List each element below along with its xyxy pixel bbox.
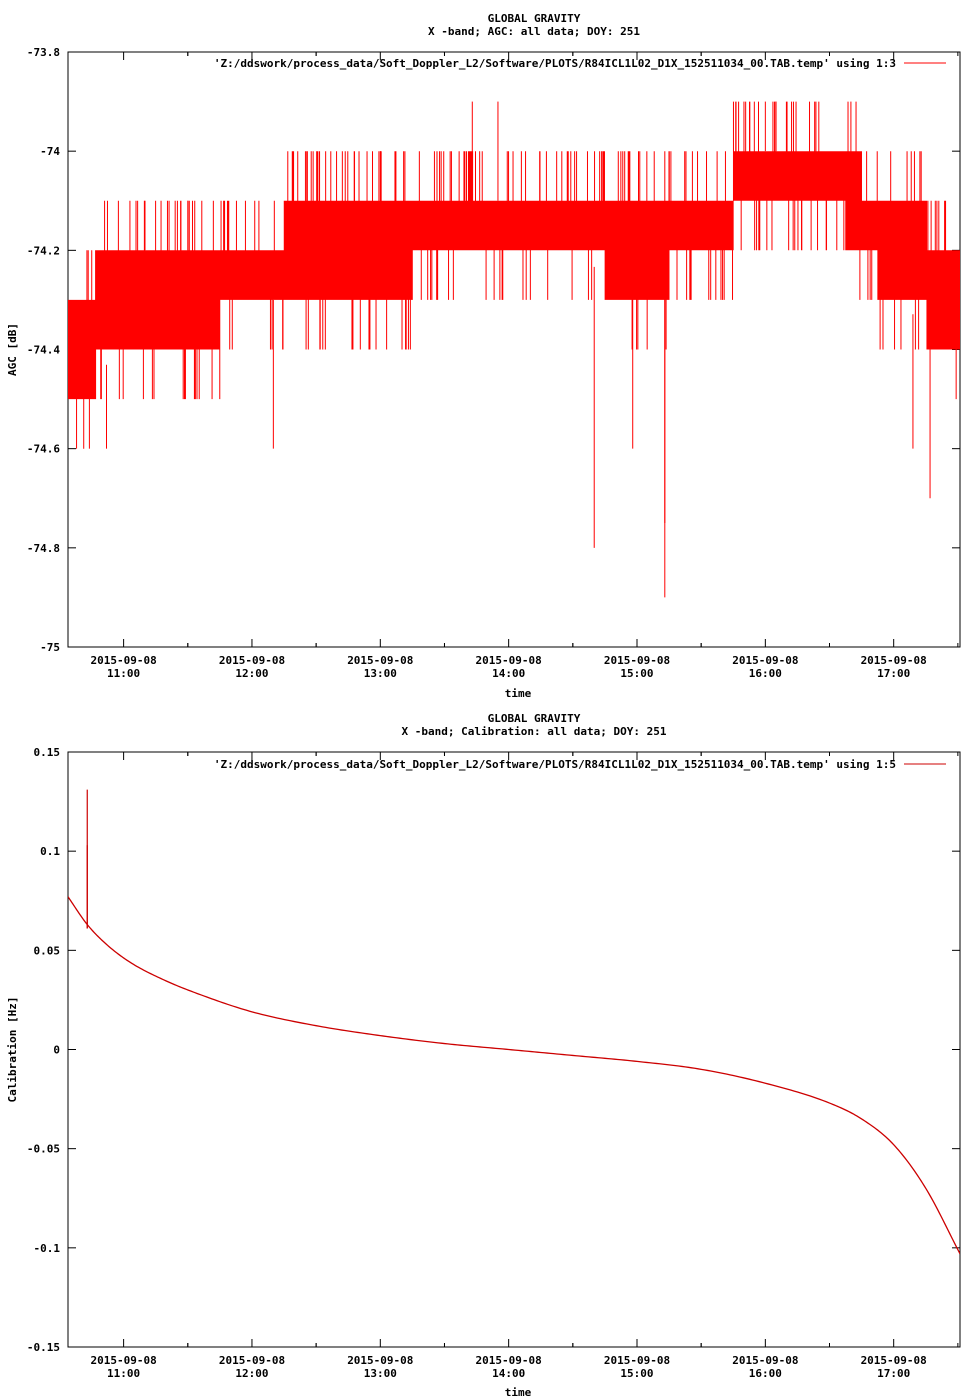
x-tick-label-date: 2015-09-08 xyxy=(347,1354,413,1367)
x-tick-label-time: 17:00 xyxy=(877,667,910,680)
y-tick-label: -0.05 xyxy=(27,1143,60,1156)
y-tick-label: -0.1 xyxy=(34,1242,61,1255)
chart-title: GLOBAL GRAVITY xyxy=(488,12,581,25)
y-tick-label: -74.8 xyxy=(27,542,60,555)
x-tick-label-date: 2015-09-08 xyxy=(90,1354,156,1367)
x-tick-label-time: 12:00 xyxy=(235,1367,268,1380)
x-tick-label-date: 2015-09-08 xyxy=(90,654,156,667)
x-tick-label-date: 2015-09-08 xyxy=(861,1354,927,1367)
chart-subtitle: X -band; Calibration: all data; DOY: 251 xyxy=(402,725,667,738)
y-tick-label: -74.4 xyxy=(27,344,60,357)
y-tick-label: 0.1 xyxy=(40,845,60,858)
x-tick-label-date: 2015-09-08 xyxy=(604,1354,670,1367)
x-tick-label-time: 13:00 xyxy=(364,667,397,680)
chart-subtitle: X -band; AGC: all data; DOY: 251 xyxy=(428,25,640,38)
x-tick-label-date: 2015-09-08 xyxy=(732,1354,798,1367)
x-tick-label-date: 2015-09-08 xyxy=(604,654,670,667)
x-tick-label-date: 2015-09-08 xyxy=(347,654,413,667)
y-tick-label: -75 xyxy=(40,641,60,654)
x-tick-label-time: 16:00 xyxy=(749,667,782,680)
series-trace xyxy=(68,101,960,449)
x-tick-label-time: 13:00 xyxy=(364,1367,397,1380)
x-tick-label-date: 2015-09-08 xyxy=(476,1354,542,1367)
chart-title: GLOBAL GRAVITY xyxy=(488,712,581,725)
x-tick-label-time: 16:00 xyxy=(749,1367,782,1380)
x-tick-label-date: 2015-09-08 xyxy=(219,1354,285,1367)
y-axis-label: AGC [dB] xyxy=(6,323,19,376)
legend-label: 'Z:/ddswork/process_data/Soft_Doppler_L2… xyxy=(214,57,896,70)
series-1 xyxy=(68,101,960,598)
x-axis-label: time xyxy=(505,1386,532,1399)
x-tick-label-time: 11:00 xyxy=(107,667,140,680)
x-tick-label-date: 2015-09-08 xyxy=(732,654,798,667)
x-tick-label-date: 2015-09-08 xyxy=(861,654,927,667)
x-tick-label-time: 14:00 xyxy=(492,1367,525,1380)
y-tick-label: -0.15 xyxy=(27,1341,60,1354)
x-tick-label-time: 15:00 xyxy=(620,1367,653,1380)
y-tick-label: 0.15 xyxy=(34,746,61,759)
y-tick-label: -74.6 xyxy=(27,443,60,456)
y-tick-label: -73.8 xyxy=(27,46,60,59)
x-tick-label-date: 2015-09-08 xyxy=(219,654,285,667)
x-tick-label-time: 17:00 xyxy=(877,1367,910,1380)
y-tick-label: 0.05 xyxy=(34,944,61,957)
series-line xyxy=(68,896,960,1255)
x-tick-label-time: 11:00 xyxy=(107,1367,140,1380)
y-tick-label: -74.2 xyxy=(27,244,60,257)
x-axis-label: time xyxy=(505,687,532,700)
x-tick-label-time: 14:00 xyxy=(492,667,525,680)
x-tick-label-time: 15:00 xyxy=(620,667,653,680)
series-1 xyxy=(68,789,960,1255)
y-tick-label: -74 xyxy=(40,145,60,158)
x-tick-label-date: 2015-09-08 xyxy=(476,654,542,667)
legend-label: 'Z:/ddswork/process_data/Soft_Doppler_L2… xyxy=(214,758,896,771)
y-tick-label: 0 xyxy=(53,1044,60,1057)
x-tick-label-time: 12:00 xyxy=(235,667,268,680)
y-axis-label: Calibration [Hz] xyxy=(6,997,19,1103)
